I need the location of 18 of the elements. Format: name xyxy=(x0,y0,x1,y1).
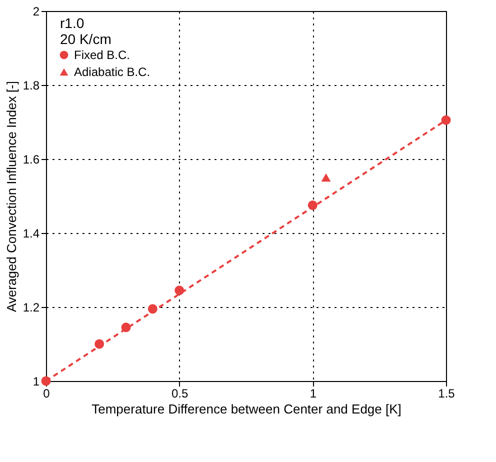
x-tick-label: 0.5 xyxy=(171,386,188,400)
x-axis-title: Temperature Difference between Center and Edge [K] xyxy=(92,402,402,416)
x-tick-label: 1 xyxy=(310,386,317,400)
annotation: 20 K/cm xyxy=(60,31,112,47)
y-tick-label: 1.4 xyxy=(22,226,40,240)
y-tick-label: 1.8 xyxy=(22,78,40,92)
point xyxy=(441,115,451,125)
y-tick-label: 1.2 xyxy=(22,300,40,314)
x-tick-label: 1.5 xyxy=(438,386,456,400)
y-axis-title: Averaged Convection Influence Index [-] xyxy=(4,80,19,312)
y-tick-label: 1.6 xyxy=(22,152,40,166)
point xyxy=(321,173,331,182)
y-tick-label: 1 xyxy=(32,374,40,388)
legend-label: Adiabatic B.C. xyxy=(74,65,150,79)
annotation: r1.0 xyxy=(60,15,84,31)
y-tick-label: 2 xyxy=(32,4,40,18)
x-tick-label: 0 xyxy=(43,386,50,400)
legend-label: Fixed B.C. xyxy=(74,48,130,62)
